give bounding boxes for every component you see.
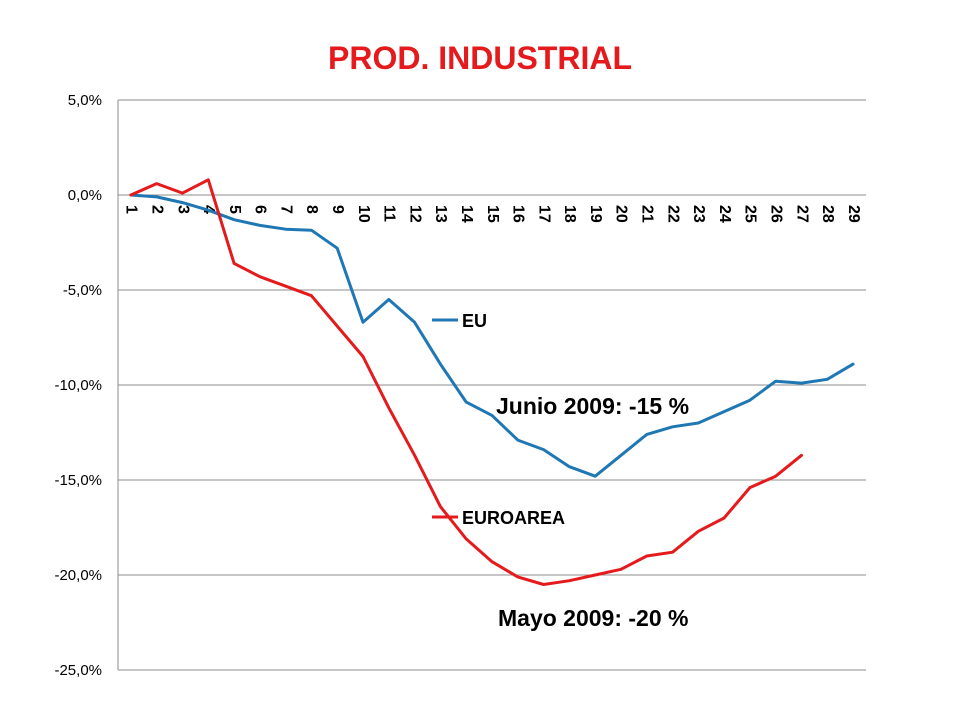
x-tick-label: 7 <box>277 205 294 214</box>
x-tick-label: 18 <box>561 205 578 223</box>
x-tick-label: 9 <box>329 205 346 214</box>
y-tick-label: -10,0% <box>54 377 102 394</box>
x-axis: 1 2 3 4 5 6 7 8 9 10 11 12 13 14 15 16 17 18 19 20 21 22 23 24 2… <box>123 205 862 223</box>
y-tick-label: -20,0% <box>54 567 102 584</box>
x-tick-label: 6 <box>252 205 269 214</box>
gridlines <box>118 99 866 671</box>
x-tick-label: 16 <box>510 205 527 223</box>
x-tick-label: 2 <box>148 205 165 214</box>
x-tick-label: 20 <box>613 205 630 223</box>
x-tick-label: 15 <box>484 205 501 223</box>
x-tick-label: 26 <box>767 205 784 223</box>
series-line-euroarea <box>129 178 803 586</box>
x-tick-label: 21 <box>639 205 656 223</box>
x-tick-label: 17 <box>535 205 552 223</box>
y-tick-label: -15,0% <box>54 472 102 489</box>
x-tick-label: 10 <box>355 205 372 223</box>
x-tick-label: 3 <box>174 205 191 214</box>
series-line-eu <box>129 193 855 478</box>
y-tick-label: 5,0% <box>68 92 102 109</box>
y-axis: 5,0% 0,0% -5,0% -10,0% -15,0% -20,0% -25,0% <box>54 92 119 679</box>
x-tick-label: 25 <box>742 205 759 223</box>
x-tick-label: 28 <box>819 205 836 223</box>
x-tick-label: 14 <box>458 205 475 223</box>
chart-title: PROD. INDUSTRIAL <box>328 40 632 76</box>
x-tick-label: 11 <box>381 205 398 222</box>
x-tick-label: 19 <box>587 205 604 223</box>
legend-label-euroarea: EUROAREA <box>462 508 565 528</box>
legend: EU EUROAREA <box>432 311 565 528</box>
y-tick-label: -5,0% <box>63 282 102 299</box>
series-lines <box>129 178 855 586</box>
x-tick-label: 24 <box>716 205 733 223</box>
x-tick-label: 29 <box>845 205 862 223</box>
y-tick-label: 0,0% <box>68 187 102 204</box>
x-tick-label: 12 <box>406 205 423 223</box>
x-tick-label: 5 <box>226 205 243 214</box>
x-tick-label: 27 <box>793 205 810 223</box>
x-tick-label: 1 <box>123 205 140 214</box>
y-tick-label: -25,0% <box>54 662 102 679</box>
x-tick-label: 23 <box>690 205 707 223</box>
legend-label-eu: EU <box>462 311 487 331</box>
x-tick-label: 22 <box>664 205 681 223</box>
x-tick-label: 13 <box>432 205 449 223</box>
annotation-junio: Junio 2009: -15 % <box>496 393 689 419</box>
x-tick-label: 8 <box>303 205 320 214</box>
annotation-mayo: Mayo 2009: -20 % <box>498 605 688 631</box>
